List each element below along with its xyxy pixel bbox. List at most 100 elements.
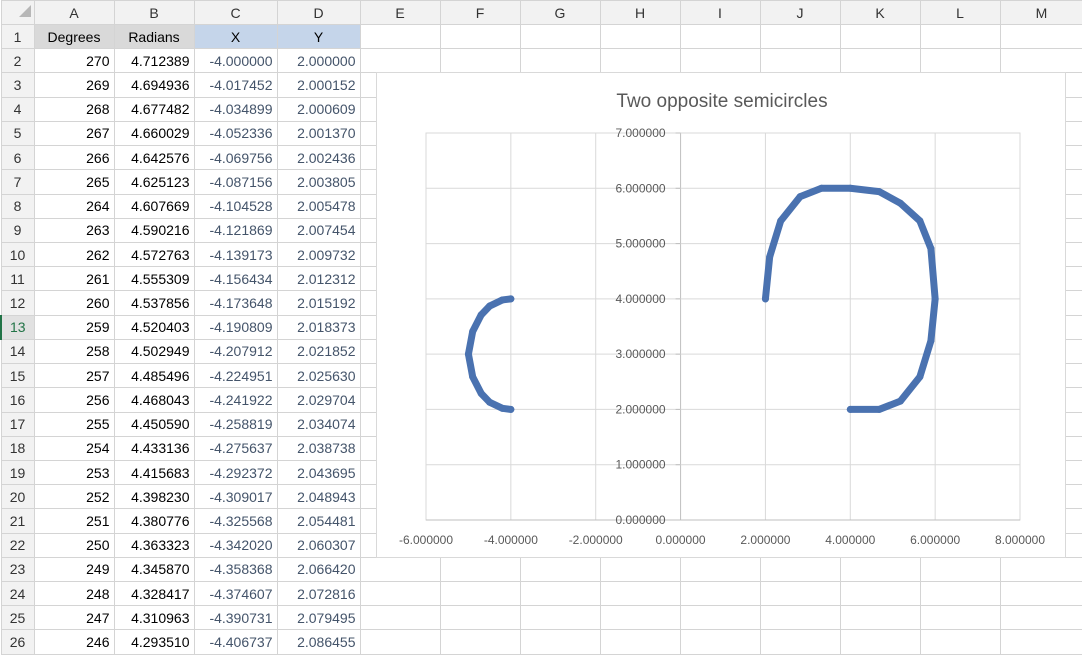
cell-radians[interactable]: 4.607669 [113,193,195,219]
cell-degrees[interactable]: 251 [33,508,115,534]
cell[interactable] [839,23,921,50]
cell-y[interactable]: 2.000609 [276,96,361,122]
cell[interactable] [919,581,1001,607]
column-header-b[interactable]: B [113,0,195,25]
row-header[interactable]: 20 [0,484,35,510]
cell[interactable] [919,556,1001,583]
row-header[interactable]: 18 [0,435,35,461]
cell-degrees[interactable]: 260 [33,290,115,316]
cell-degrees[interactable]: 263 [33,217,115,243]
cell-degrees[interactable]: 268 [33,96,115,122]
row-header[interactable]: 9 [0,217,35,243]
row-header[interactable]: 23 [0,556,35,583]
cell-degrees[interactable]: 252 [33,484,115,510]
cell-degrees[interactable]: 255 [33,411,115,437]
cell[interactable] [359,581,441,607]
column-header-k[interactable]: K [839,0,921,25]
cell-y[interactable]: 2.003805 [276,169,361,195]
cell[interactable] [679,556,761,583]
cell-radians[interactable]: 4.555309 [113,266,195,292]
cell[interactable] [359,605,441,631]
row-header[interactable]: 1 [0,23,35,50]
row-header[interactable]: 3 [0,72,35,98]
row-header[interactable]: 5 [0,120,35,147]
cell-degrees[interactable]: 258 [33,338,115,365]
cell-x[interactable]: -4.342020 [193,532,278,558]
cell[interactable] [839,605,921,631]
cell[interactable] [599,23,681,50]
cell-y[interactable]: 2.086455 [276,629,361,655]
cell-degrees[interactable]: 265 [33,169,115,195]
cell-radians[interactable]: 4.468043 [113,387,195,413]
cell-x[interactable]: -4.241922 [193,387,278,413]
cell-radians[interactable]: 4.415683 [113,459,195,486]
cell-radians[interactable]: 4.433136 [113,435,195,461]
cell[interactable] [679,629,761,655]
row-header[interactable]: 19 [0,459,35,486]
cell[interactable] [679,23,761,50]
cell-radians[interactable]: 4.380776 [113,508,195,534]
cell[interactable] [679,605,761,631]
row-header[interactable]: 25 [0,605,35,631]
cell-radians[interactable]: 4.328417 [113,581,195,607]
row-header[interactable]: 8 [0,193,35,219]
cell-x[interactable]: -4.017452 [193,72,278,98]
cell-radians[interactable]: 4.345870 [113,556,195,583]
cell-x[interactable]: -4.406737 [193,629,278,655]
cell-degrees[interactable]: 257 [33,363,115,389]
cell[interactable] [359,629,441,655]
column-header-h[interactable]: H [599,0,681,25]
cell-degrees[interactable]: 250 [33,532,115,558]
cell[interactable] [999,629,1082,655]
cell-y[interactable]: 2.000000 [276,48,361,74]
column-header-i[interactable]: I [679,0,761,25]
row-header[interactable]: 21 [0,508,35,534]
row-header[interactable]: 17 [0,411,35,437]
cell[interactable] [519,629,601,655]
column-header-g[interactable]: G [519,0,601,25]
scatter-chart[interactable]: Two opposite semicircles -6.000000 -4.000… [376,72,1066,558]
cell-degrees[interactable]: 248 [33,581,115,607]
cell[interactable] [439,605,521,631]
cell[interactable] [919,23,1001,50]
cell-x[interactable]: -4.069756 [193,145,278,171]
cell[interactable] [599,556,681,583]
row-header[interactable]: 24 [0,581,35,607]
cell[interactable] [999,605,1082,631]
cell-radians[interactable]: 4.520403 [113,314,195,340]
cell[interactable] [759,23,841,50]
cell-x[interactable]: -4.390731 [193,605,278,631]
cell-x[interactable]: -4.292372 [193,459,278,486]
cell-y[interactable]: 2.038738 [276,435,361,461]
row-header[interactable]: 15 [0,363,35,389]
select-all-button[interactable] [0,0,35,25]
cell-y[interactable]: 2.048943 [276,484,361,510]
cell-x[interactable]: -4.325568 [193,508,278,534]
cell-degrees[interactable]: 264 [33,193,115,219]
cell-radians[interactable]: 4.642576 [113,145,195,171]
cell-y[interactable]: 2.060307 [276,532,361,558]
row-header[interactable]: 4 [0,96,35,122]
cell-radians[interactable]: 4.502949 [113,338,195,365]
cell-y[interactable]: 2.072816 [276,581,361,607]
cell-x[interactable]: -4.156434 [193,266,278,292]
cell-y[interactable]: 2.015192 [276,290,361,316]
cell[interactable] [599,48,681,74]
cell-degrees[interactable]: 267 [33,120,115,147]
cell-degrees[interactable]: 269 [33,72,115,98]
cell-x[interactable]: -4.052336 [193,120,278,147]
cell-x[interactable]: -4.173648 [193,290,278,316]
cell-x-header[interactable]: X [193,23,278,50]
cell-y[interactable]: 2.034074 [276,411,361,437]
cell[interactable] [999,581,1082,607]
cell-x[interactable]: -4.104528 [193,193,278,219]
cell-degrees[interactable]: 270 [33,48,115,74]
cell[interactable] [439,581,521,607]
cell[interactable] [439,23,521,50]
cell[interactable] [999,23,1082,50]
column-header-e[interactable]: E [359,0,441,25]
cell-degrees[interactable]: 253 [33,459,115,486]
cell[interactable] [759,605,841,631]
cell-y-header[interactable]: Y [276,23,361,50]
cell-degrees-header[interactable]: Degrees [33,23,115,50]
